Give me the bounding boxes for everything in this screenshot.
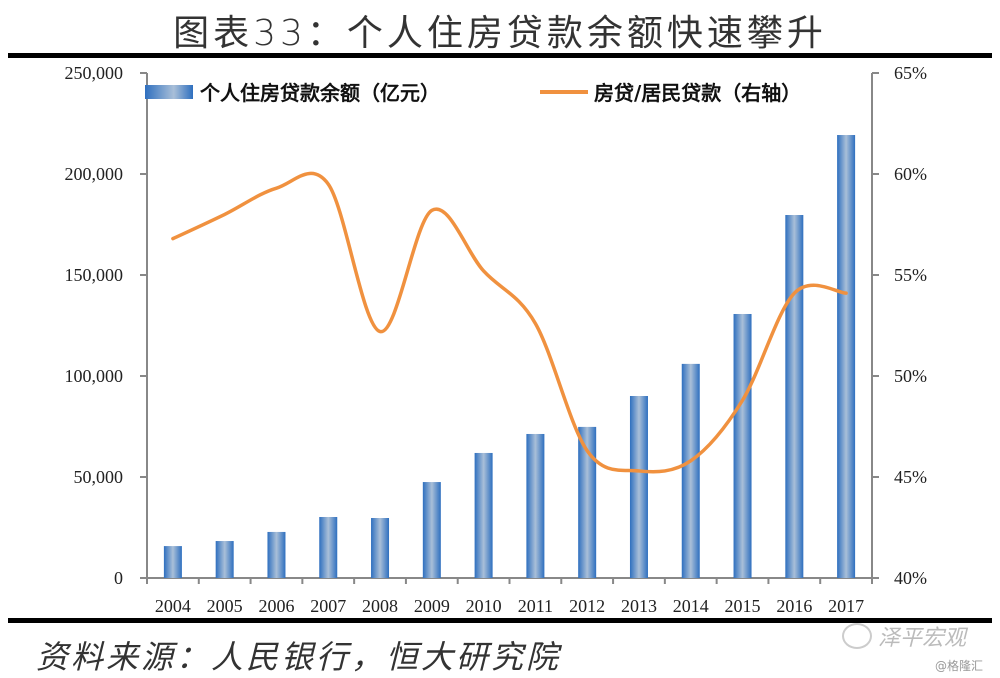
- legend-bar-swatch: [145, 85, 193, 99]
- right-tick-label: 50%: [894, 366, 927, 386]
- x-tick-label: 2008: [362, 596, 398, 616]
- legend-line-label: 房贷/居民贷款（右轴）: [594, 81, 801, 105]
- left-tick-label: 100,000: [65, 366, 124, 386]
- right-tick-label: 40%: [894, 568, 927, 588]
- left-tick-label: 250,000: [65, 63, 124, 83]
- x-tick-label: 2011: [518, 596, 553, 616]
- watermark: 泽平宏观: [842, 620, 966, 652]
- bar-2014: [681, 363, 700, 578]
- watermark-text: 泽平宏观: [878, 626, 967, 651]
- left-tick-label: 200,000: [65, 164, 124, 184]
- credit: @格隆汇: [935, 659, 984, 673]
- bar-series: [163, 135, 856, 579]
- bar-2010: [474, 452, 493, 578]
- bar-2004: [163, 546, 182, 578]
- x-tick-label: 2017: [828, 596, 864, 616]
- x-tick-label: 2009: [414, 596, 450, 616]
- bar-2006: [267, 531, 286, 578]
- left-tick-label: 50,000: [74, 467, 124, 487]
- line-series: [171, 171, 848, 474]
- bar-2009: [422, 482, 441, 578]
- bar-2016: [785, 215, 804, 579]
- chart-title: 图表33：个人住房贷款余额快速攀升: [173, 13, 827, 54]
- x-tick-label: 2015: [725, 596, 761, 616]
- bar-2005: [215, 541, 234, 578]
- right-tick-label: 60%: [894, 164, 927, 184]
- x-tick-label: 2007: [310, 596, 346, 616]
- wechat-icon: [842, 623, 872, 649]
- right-tick-label: 65%: [894, 63, 927, 83]
- x-tick-label: 2006: [258, 596, 294, 616]
- source-note: 资料来源：人民银行，恒大研究院: [36, 638, 562, 676]
- bar-2015: [733, 313, 752, 578]
- x-tick-label: 2016: [776, 596, 812, 616]
- bar-2017: [837, 135, 856, 578]
- x-tick-label: 2014: [673, 596, 709, 616]
- bottom-rule: [8, 618, 992, 623]
- bar-2013: [629, 395, 648, 578]
- x-tick-label: 2013: [621, 596, 657, 616]
- left-tick-label: 150,000: [65, 265, 124, 285]
- bar-2007: [319, 516, 338, 578]
- legend-bar-label: 个人住房贷款余额（亿元）: [199, 81, 440, 105]
- axes: 0 50,000 100,000 150,000 200,000 250,000 40% 45…: [65, 63, 928, 616]
- bar-2012: [578, 426, 597, 578]
- x-tick-label: 2012: [569, 596, 605, 616]
- x-tick-label: 2005: [207, 596, 243, 616]
- bar-2008: [371, 518, 390, 578]
- bar-2011: [526, 433, 545, 578]
- left-tick-label: 0: [114, 568, 123, 588]
- x-tick-label: 2010: [466, 596, 502, 616]
- legend: 个人住房贷款余额（亿元） 房贷/居民贷款（右轴）: [145, 81, 801, 105]
- right-tick-label: 45%: [894, 467, 927, 487]
- right-tick-label: 55%: [894, 265, 927, 285]
- x-tick-label: 2004: [155, 596, 191, 616]
- top-rule: [8, 53, 992, 58]
